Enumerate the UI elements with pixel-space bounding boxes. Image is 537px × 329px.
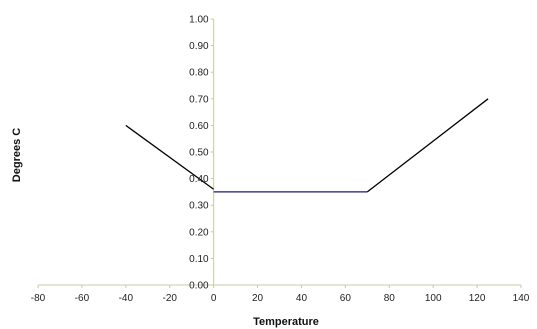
y-tick-label: 0.30 bbox=[189, 201, 209, 212]
x-tick-label: -20 bbox=[163, 293, 178, 304]
y-tick-label: 0.20 bbox=[189, 227, 209, 238]
x-tick-label: 80 bbox=[384, 293, 396, 304]
x-tick-label: 100 bbox=[425, 293, 442, 304]
y-tick-label: 0.80 bbox=[189, 68, 209, 79]
x-tick-label: -80 bbox=[31, 293, 46, 304]
x-axis-title: Temperature bbox=[253, 316, 319, 328]
y-tick-label: 0.50 bbox=[189, 148, 209, 159]
series-layer bbox=[125, 98, 489, 193]
y-tick-label: 0.60 bbox=[189, 121, 209, 132]
y-tick-label: 0.00 bbox=[189, 281, 209, 292]
y-tick-label: 0.70 bbox=[189, 94, 209, 105]
series-line-1 bbox=[125, 124, 215, 190]
y-tick-label: 0.90 bbox=[189, 41, 209, 52]
x-tick-label: -60 bbox=[75, 293, 90, 304]
y-tick-labels: 0.00 0.10 0.20 0.30 0.40 0.50 0.60 0.70 0.80 0.90… bbox=[189, 15, 209, 292]
y-tick-label: 1.00 bbox=[189, 15, 209, 26]
axes bbox=[37, 18, 522, 288]
y-tick-label: 0.40 bbox=[189, 174, 209, 185]
x-tick-label: 60 bbox=[340, 293, 352, 304]
x-tick-label: 0 bbox=[211, 293, 217, 304]
y-axis-title: Degrees C bbox=[11, 128, 23, 182]
y-tick-label: 0.10 bbox=[189, 254, 209, 265]
x-tick-label: 20 bbox=[252, 293, 264, 304]
series-line-3 bbox=[366, 98, 489, 193]
x-tick-label: 40 bbox=[296, 293, 308, 304]
x-tick-label: -40 bbox=[119, 293, 134, 304]
x-tick-label: 140 bbox=[513, 293, 530, 304]
x-tick-labels: -80 -60 -40 -20 0 20 40 60 80 100 120 140 bbox=[31, 293, 530, 304]
x-tick-label: 120 bbox=[469, 293, 486, 304]
